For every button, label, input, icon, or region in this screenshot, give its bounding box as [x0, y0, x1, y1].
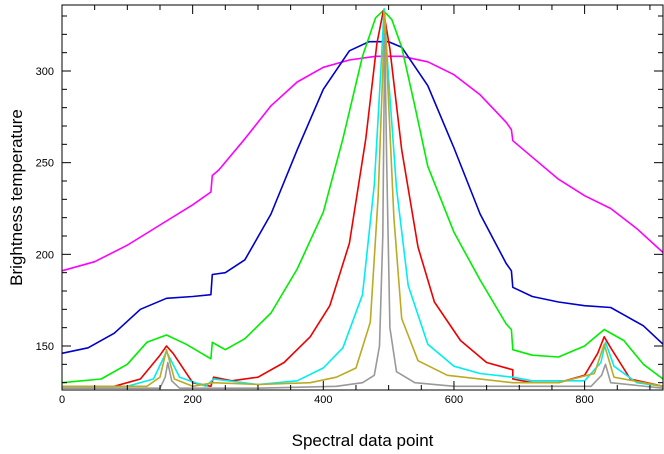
y-tick-label: 300 [36, 66, 54, 78]
y-tick-label: 150 [36, 341, 54, 353]
x-axis-label: Spectral data point [292, 431, 434, 450]
series-line-7 [62, 33, 664, 390]
series-line-3 [61, 9, 664, 384]
y-tick-label: 200 [36, 249, 54, 261]
plot-frame [61, 4, 664, 391]
x-tick-label: 200 [183, 394, 201, 406]
x-tick-label: 400 [314, 394, 332, 406]
series-line-2 [61, 40, 664, 355]
tick-layer: 0 200 400 600 800 150 200 250 300 [36, 5, 663, 406]
series-layer [61, 7, 664, 390]
series-line-4 [62, 9, 664, 388]
y-tick-label: 250 [36, 158, 54, 170]
x-tick-label: 600 [445, 394, 463, 406]
x-tick-label: 0 [59, 394, 65, 406]
y-axis-label: Brightness temperature [7, 109, 26, 286]
x-tick-label: 800 [575, 394, 593, 406]
series-line-5 [62, 7, 664, 388]
series-line-6 [62, 11, 664, 388]
